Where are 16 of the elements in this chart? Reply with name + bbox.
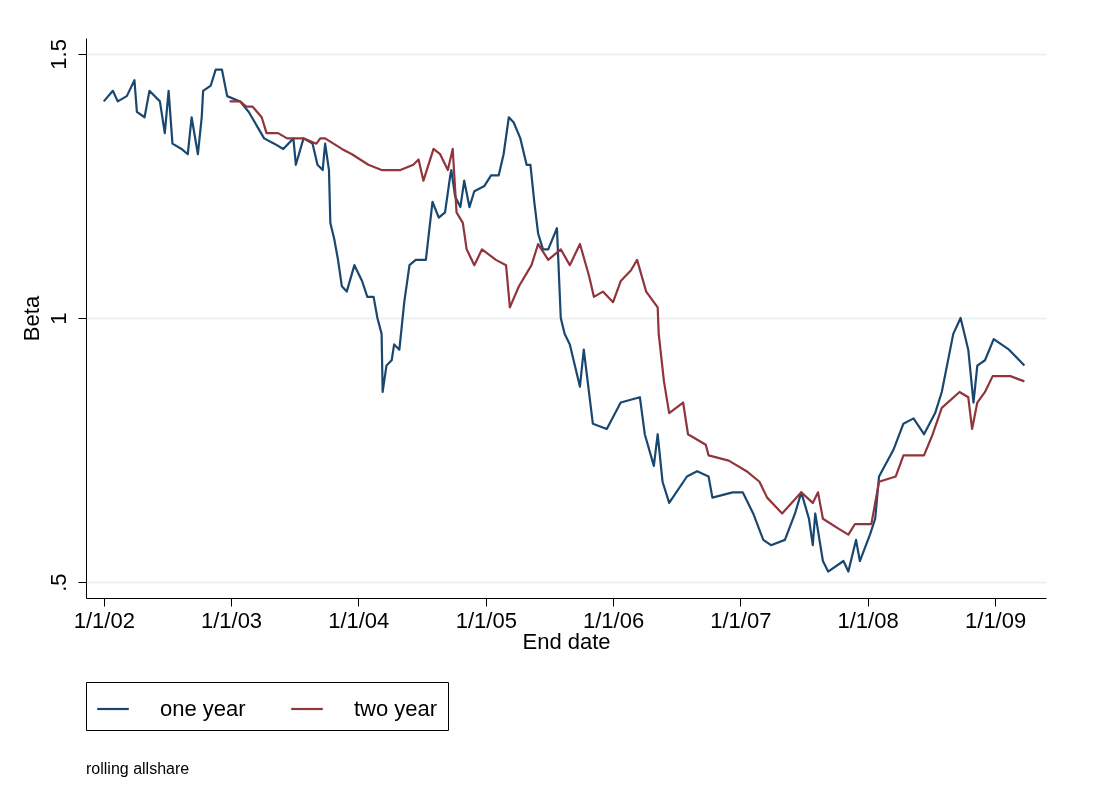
text: rolling allshare	[86, 759, 190, 777]
x-tick-label: 1/1/04	[328, 607, 390, 633]
x-tick-label: 1/1/09	[965, 607, 1027, 633]
x-tick-label: 1/1/05	[455, 607, 517, 633]
legend-label: one year	[160, 696, 246, 721]
y-tick-label: .5	[45, 573, 71, 592]
y-tick-label: 1	[45, 312, 71, 325]
line-series	[102, 68, 1026, 573]
y-axis-title: Beta	[18, 295, 44, 342]
x-tick-label: 1/1/02	[73, 607, 135, 633]
legend-label: two year	[354, 696, 438, 721]
x-tick-label: 1/1/07	[710, 607, 772, 633]
y-tick-label: 1.5	[45, 39, 71, 70]
x-tick-label: 1/1/08	[837, 607, 899, 633]
x-tick-label: 1/1/03	[200, 607, 263, 633]
line-series	[228, 100, 1026, 536]
